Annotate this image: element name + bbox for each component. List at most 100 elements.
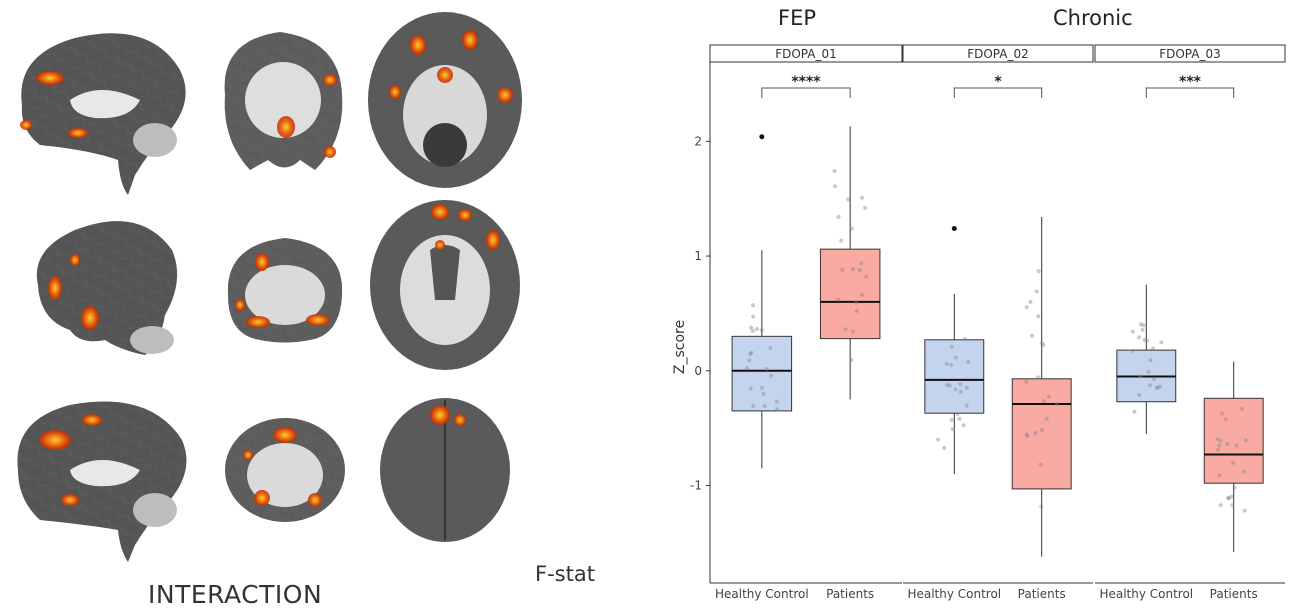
jitter-point: [936, 437, 941, 442]
jitter-point: [1148, 358, 1153, 363]
fep-header: FEP: [778, 6, 817, 30]
jitter-point: [1142, 337, 1147, 342]
jitter-point: [1044, 416, 1049, 421]
sagittal-slice-1: [20, 33, 186, 196]
panel-strip: [709, 44, 903, 63]
jitter-point: [1140, 327, 1145, 332]
box-healthy-control: [924, 225, 985, 475]
jitter-point: [750, 328, 755, 333]
jitter-point: [1025, 433, 1030, 438]
jitter-point: [1039, 504, 1044, 509]
x-tick-label: Healthy Control: [715, 587, 809, 601]
jitter-point: [953, 355, 958, 360]
jitter-point: [1223, 417, 1228, 422]
jitter-point: [759, 328, 764, 333]
jitter-point: [1148, 383, 1153, 388]
jitter-point: [942, 445, 947, 450]
jitter-point: [761, 391, 766, 396]
jitter-point: [833, 184, 838, 189]
jitter-point: [836, 297, 841, 302]
jitter-point: [1230, 503, 1235, 508]
jitter-point: [1226, 496, 1231, 501]
jitter-point: [945, 382, 950, 387]
significance-stars: ***: [1179, 74, 1202, 90]
jitter-point: [966, 360, 971, 365]
jitter-point: [1146, 369, 1151, 374]
panel-fdopa_03: FDOPA_03 *** Healthy Control Patients: [1094, 44, 1286, 601]
jitter-point: [768, 345, 773, 350]
jitter-point: [760, 385, 765, 390]
panel-strip: [1094, 44, 1286, 63]
outlier-point: [951, 225, 957, 231]
jitter-point: [1231, 460, 1236, 465]
jitter-point: [749, 350, 754, 355]
x-tick-label: Healthy Control: [907, 587, 1001, 601]
box-healthy-control: [731, 134, 793, 469]
x-tick-label: Patients: [1210, 587, 1258, 601]
box-patients: [1011, 217, 1072, 557]
jitter-point: [1036, 269, 1041, 274]
jitter-point: [857, 268, 862, 273]
y-axis-label: Z_score: [672, 320, 688, 374]
box-iqr: [1011, 378, 1072, 490]
jitter-point: [958, 389, 963, 394]
jitter-point: [1033, 431, 1038, 436]
x-tick-label: Patients: [826, 587, 874, 601]
panel-strip: [902, 44, 1094, 63]
jitter-point: [748, 386, 753, 391]
panel-fdopa_02: FDOPA_02 * Healthy Control Patients: [902, 44, 1094, 601]
jitter-point: [751, 303, 756, 308]
jitter-point: [949, 344, 954, 349]
jitter-point: [1041, 399, 1046, 404]
jitter-point: [1024, 432, 1029, 437]
jitter-point: [1217, 473, 1222, 478]
jitter-point: [1239, 406, 1244, 411]
jitter-point: [1028, 299, 1033, 304]
jitter-point: [859, 195, 864, 200]
jitter-point: [1138, 322, 1143, 327]
jitter-point: [944, 362, 949, 367]
box-healthy-control: [1116, 284, 1177, 434]
jitter-point: [961, 423, 966, 428]
jitter-point: [949, 362, 954, 367]
jitter-point: [754, 326, 759, 331]
axial-slice-2: [370, 200, 520, 370]
jitter-point: [1046, 394, 1051, 399]
jitter-point: [953, 387, 958, 392]
jitter-point: [1225, 442, 1230, 447]
x-tick-label: Patients: [1018, 587, 1066, 601]
significance-bracket: [953, 87, 1043, 98]
box-iqr: [1203, 397, 1264, 484]
significance-bracket: [1145, 87, 1235, 98]
box-iqr: [731, 335, 793, 412]
outlier-point: [759, 134, 765, 140]
jitter-point: [1034, 289, 1039, 294]
jitter-point: [854, 300, 859, 305]
jitter-point: [749, 325, 754, 330]
jitter-point: [854, 309, 859, 314]
box-iqr: [819, 248, 881, 340]
box-patients: [819, 126, 881, 400]
jitter-point: [1216, 447, 1221, 452]
jitter-point: [745, 366, 750, 371]
jitter-point: [1029, 333, 1034, 338]
jitter-point: [774, 399, 779, 404]
jitter-point: [748, 352, 753, 357]
jitter-point: [1055, 402, 1060, 407]
jitter-point: [850, 329, 855, 334]
jitter-point: [947, 383, 952, 388]
jitter-point: [851, 267, 856, 272]
jitter-point: [1038, 462, 1043, 467]
jitter-point: [1155, 385, 1160, 390]
jitter-point: [843, 327, 848, 332]
jitter-point: [846, 197, 851, 202]
jitter-point: [864, 274, 869, 279]
axial-slice-3: [380, 398, 510, 542]
box-patients: [1203, 361, 1264, 553]
panel-strip-label: FDOPA_01: [775, 47, 837, 61]
jitter-point: [764, 367, 769, 372]
coronal-slice-1: [224, 32, 343, 170]
jitter-point: [1145, 338, 1150, 343]
jitter-point: [769, 373, 774, 378]
jitter-point: [859, 292, 864, 297]
